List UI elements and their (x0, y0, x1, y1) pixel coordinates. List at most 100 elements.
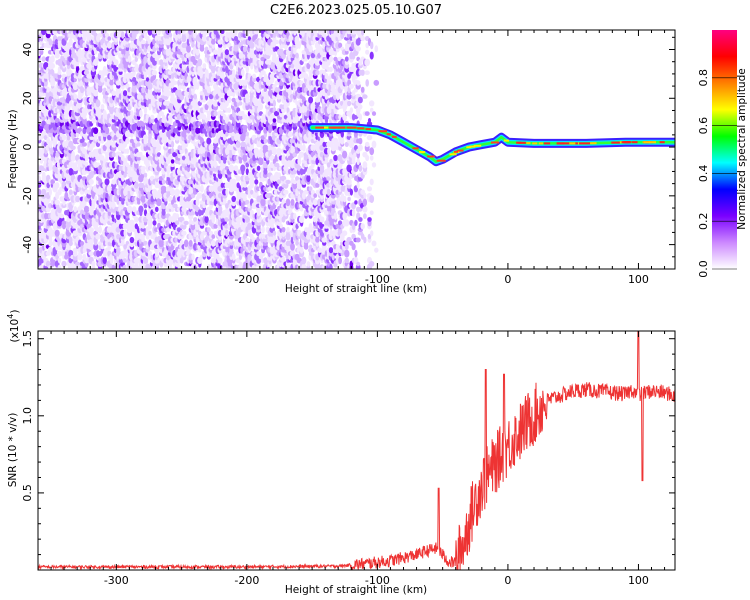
heatmap-cell (174, 188, 180, 196)
heatmap-cell (168, 32, 173, 38)
heatmap-cell (245, 131, 249, 137)
heatmap-cell (241, 68, 245, 77)
heatmap-cell (64, 191, 69, 200)
heatmap-cell (38, 175, 41, 182)
heatmap-cell (150, 114, 155, 120)
heatmap-cell (186, 44, 191, 53)
heatmap-cell (217, 205, 223, 214)
heatmap-cell (95, 99, 101, 108)
heatmap-cell (72, 223, 78, 229)
heatmap-cell (54, 48, 60, 56)
heatmap-cell (106, 185, 112, 193)
heatmap-cell (183, 220, 189, 226)
heatmap-cell (238, 101, 243, 106)
heatmap-cell (59, 213, 65, 219)
heatmap-cell (202, 63, 207, 69)
heatmap-cell (155, 206, 159, 212)
heatmap-cell (88, 251, 94, 256)
heatmap-cell (191, 253, 195, 261)
heatmap-cell (93, 89, 99, 97)
heatmap-cell (140, 195, 146, 203)
heatmap-cell (50, 118, 56, 123)
heatmap-cell (299, 246, 304, 254)
heatmap-cell (57, 174, 62, 183)
heatmap-cell (141, 86, 146, 94)
heatmap-cell (213, 110, 218, 117)
heatmap-cell (256, 165, 261, 171)
heatmap-cell (151, 70, 158, 76)
heatmap-cell (80, 86, 85, 94)
heatmap-cell (188, 239, 193, 247)
heatmap-cell (170, 92, 175, 101)
heatmap-cell (225, 229, 229, 237)
heatmap-cell (294, 35, 300, 42)
heatmap-cell (179, 195, 184, 203)
heatmap-cell (183, 239, 189, 248)
heatmap-cell (61, 220, 67, 226)
heatmap-cell (73, 93, 78, 100)
heatmap-cell (206, 137, 212, 145)
heatmap-cell (193, 93, 197, 100)
heatmap-cell (81, 142, 87, 147)
heatmap-cell (61, 66, 67, 73)
heatmap-cell (126, 205, 133, 214)
heatmap-cell (107, 36, 112, 41)
heatmap-cell (286, 226, 290, 233)
heatmap-cell (88, 179, 94, 185)
heatmap-cell (106, 42, 112, 49)
heatmap-cell (227, 96, 232, 104)
heatmap-cell (46, 86, 50, 93)
heatmap-cell (242, 154, 248, 162)
heatmap-cell (271, 147, 277, 155)
heatmap-cell (143, 106, 148, 115)
heatmap-cell (122, 90, 128, 97)
heatmap-cell (94, 195, 98, 203)
heatmap-cell (310, 103, 316, 111)
heatmap-cell (50, 63, 55, 69)
heatmap-cell (111, 151, 117, 158)
heatmap-cell (295, 52, 299, 59)
heatmap-cell (245, 65, 249, 74)
heatmap-cell (142, 257, 149, 264)
heatmap-cell (61, 260, 67, 268)
heatmap-cell (197, 58, 203, 67)
heatmap-cell (38, 188, 42, 196)
heatmap-cell (48, 188, 53, 196)
heatmap-cell (125, 137, 130, 145)
heatmap-cell (260, 198, 266, 207)
heatmap-cell (172, 80, 178, 86)
heatmap-cell (171, 140, 175, 148)
heatmap-cell (39, 46, 44, 52)
heatmap-cell (73, 206, 78, 213)
heatmap-cell (41, 56, 47, 62)
heatmap-cell (156, 144, 162, 151)
heatmap-cell (143, 172, 148, 178)
heatmap-cell (263, 138, 268, 144)
heatmap-cell (61, 134, 67, 141)
heatmap-cell (262, 144, 269, 151)
heatmap-cell (81, 107, 88, 113)
heatmap-cell (258, 103, 264, 111)
heatmap-cell (290, 242, 295, 251)
heatmap-cell (143, 134, 148, 141)
heatmap-cell (244, 93, 250, 100)
heatmap-cell (152, 220, 157, 226)
heatmap-cell (210, 240, 216, 247)
heatmap-cell (123, 229, 127, 237)
heatmap-cell (170, 159, 175, 164)
heatmap-cell (72, 230, 79, 237)
heatmap-cell (104, 32, 110, 38)
heatmap-cell (48, 38, 53, 46)
heatmap-cell (138, 205, 144, 214)
heatmap-cell (161, 179, 166, 185)
heatmap-cell (102, 256, 107, 265)
heatmap-cell (156, 198, 162, 207)
heatmap-cell (302, 143, 306, 152)
heatmap-cell (140, 39, 146, 45)
heatmap-cell (98, 225, 102, 234)
heatmap-cell (57, 257, 62, 264)
heatmap-cell (186, 172, 191, 179)
spectrogram-cells (38, 30, 380, 269)
heatmap-cell (170, 188, 176, 196)
